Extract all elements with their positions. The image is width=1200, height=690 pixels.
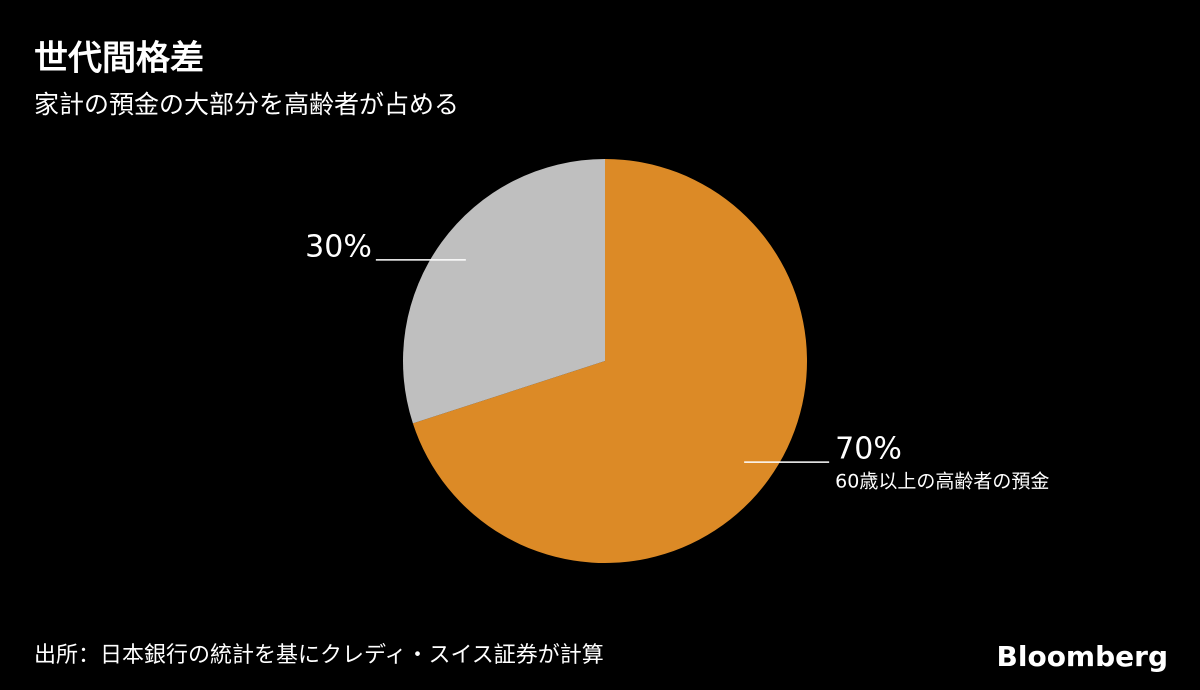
pie-slice bbox=[403, 159, 605, 424]
category-label: 60歳以上の高齢者の預金 bbox=[835, 471, 1049, 493]
source-note: 出所：日本銀行の統計を基にクレディ・スイス証券が計算 bbox=[34, 643, 604, 668]
chart-title: 世代間格差 bbox=[34, 39, 204, 79]
brand-logo: Bloomberg bbox=[997, 640, 1168, 673]
value-label: 70% bbox=[835, 432, 902, 467]
value-label: 30% bbox=[305, 229, 372, 264]
pie-slice bbox=[412, 159, 807, 563]
chart-subtitle: 家計の預金の大部分を高齢者が占める bbox=[34, 90, 459, 119]
